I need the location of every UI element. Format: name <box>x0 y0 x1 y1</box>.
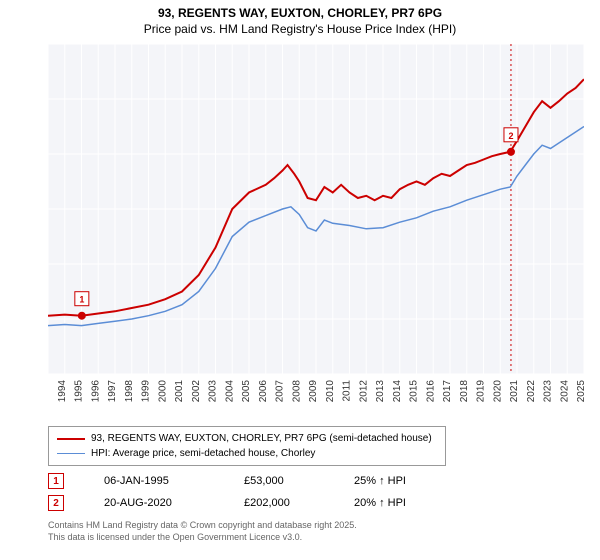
legend-label: HPI: Average price, semi-detached house,… <box>91 446 315 461</box>
svg-text:2012: 2012 <box>358 380 369 403</box>
svg-text:2008: 2008 <box>291 380 302 403</box>
svg-text:2002: 2002 <box>191 380 202 403</box>
svg-text:2021: 2021 <box>509 380 520 403</box>
svg-text:2013: 2013 <box>375 380 386 403</box>
svg-text:2017: 2017 <box>442 380 453 403</box>
chart-container: 93, REGENTS WAY, EUXTON, CHORLEY, PR7 6P… <box>0 0 600 560</box>
footer-line: This data is licensed under the Open Gov… <box>48 532 357 544</box>
svg-text:1999: 1999 <box>141 380 152 403</box>
svg-text:2003: 2003 <box>208 380 219 403</box>
legend: 93, REGENTS WAY, EUXTON, CHORLEY, PR7 6P… <box>48 426 446 466</box>
svg-text:2016: 2016 <box>425 380 436 403</box>
svg-text:1997: 1997 <box>107 380 118 403</box>
sale-delta: 20% ↑ HPI <box>354 497 444 509</box>
svg-text:2009: 2009 <box>308 380 319 403</box>
svg-text:2014: 2014 <box>392 380 403 403</box>
sale-row: 1 06-JAN-1995 £53,000 25% ↑ HPI <box>48 470 444 492</box>
svg-text:2011: 2011 <box>342 380 353 402</box>
legend-row: HPI: Average price, semi-detached house,… <box>57 446 437 461</box>
sale-delta: 25% ↑ HPI <box>354 475 444 487</box>
svg-text:1996: 1996 <box>90 380 101 403</box>
svg-text:2010: 2010 <box>325 380 336 403</box>
footer: Contains HM Land Registry data © Crown c… <box>48 520 357 543</box>
sale-date: 06-JAN-1995 <box>104 475 204 487</box>
sale-marker-box: 2 <box>48 495 64 511</box>
sale-price: £53,000 <box>244 475 314 487</box>
svg-text:1993: 1993 <box>48 380 51 403</box>
svg-text:2005: 2005 <box>241 380 252 403</box>
svg-text:2025: 2025 <box>576 380 584 403</box>
svg-text:2: 2 <box>508 131 513 141</box>
svg-text:2019: 2019 <box>476 380 487 403</box>
legend-swatch <box>57 438 85 440</box>
sales-table: 1 06-JAN-1995 £53,000 25% ↑ HPI 2 20-AUG… <box>48 470 444 514</box>
sale-marker-box: 1 <box>48 473 64 489</box>
svg-text:2024: 2024 <box>559 380 570 403</box>
svg-text:1995: 1995 <box>74 380 85 403</box>
svg-text:2022: 2022 <box>526 380 537 403</box>
svg-text:2004: 2004 <box>224 380 235 403</box>
legend-row: 93, REGENTS WAY, EUXTON, CHORLEY, PR7 6P… <box>57 431 437 446</box>
svg-text:2015: 2015 <box>409 380 420 403</box>
legend-label: 93, REGENTS WAY, EUXTON, CHORLEY, PR7 6P… <box>91 431 432 446</box>
svg-text:2018: 2018 <box>459 380 470 403</box>
svg-text:1994: 1994 <box>57 380 68 403</box>
svg-text:1998: 1998 <box>124 380 135 403</box>
legend-swatch <box>57 453 85 454</box>
svg-text:2006: 2006 <box>258 380 269 403</box>
svg-text:2001: 2001 <box>174 380 185 403</box>
x-axis: 1993 1994 1995 1996 1997 1998 1999 2000 2001 2002… <box>48 380 584 403</box>
title-block: 93, REGENTS WAY, EUXTON, CHORLEY, PR7 6P… <box>0 0 600 37</box>
title-address: 93, REGENTS WAY, EUXTON, CHORLEY, PR7 6P… <box>0 6 600 22</box>
svg-text:2007: 2007 <box>275 380 286 403</box>
sale-date: 20-AUG-2020 <box>104 497 204 509</box>
svg-text:1: 1 <box>79 295 84 305</box>
svg-text:2020: 2020 <box>492 380 503 403</box>
chart-svg: £0£50K£100K£150K£200K£250K£300K 19931994… <box>48 44 584 414</box>
svg-text:2000: 2000 <box>157 380 168 403</box>
sale-price: £202,000 <box>244 497 314 509</box>
title-subtitle: Price paid vs. HM Land Registry's House … <box>0 22 600 38</box>
sale-row: 2 20-AUG-2020 £202,000 20% ↑ HPI <box>48 492 444 514</box>
svg-text:2023: 2023 <box>543 380 554 403</box>
footer-line: Contains HM Land Registry data © Crown c… <box>48 520 357 532</box>
